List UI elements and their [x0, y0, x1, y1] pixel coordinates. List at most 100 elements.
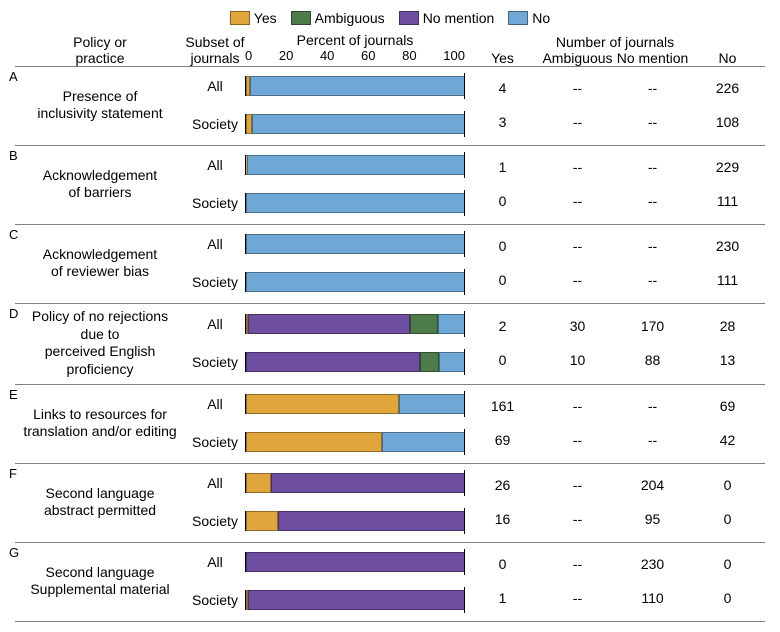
bar-segment-yes [246, 394, 399, 414]
numbers-row: 16--950 [465, 511, 765, 527]
section-A: APresence ofinclusivity statementAllSoci… [15, 66, 765, 145]
number-cell-no_mention: 88 [615, 352, 690, 368]
numbers-col-header: No mention [615, 50, 690, 66]
policy-label: Links to resources fortranslation and/or… [15, 406, 185, 441]
number-cell-ambiguous: -- [540, 159, 615, 175]
numbers-row: 4----226 [465, 80, 765, 96]
data-row: All [185, 309, 465, 339]
policy-label: Presence ofinclusivity statement [15, 88, 185, 123]
numbers-row: 3----108 [465, 114, 765, 130]
number-cell-yes: 0 [465, 193, 540, 209]
number-cell-no_mention: -- [615, 80, 690, 96]
legend-label-no: No [532, 10, 550, 26]
bar-segment-no [250, 76, 465, 96]
header-policy: Policy orpractice [15, 34, 185, 66]
legend-item-yes: Yes [230, 10, 277, 26]
legend-item-no_mention: No mention [399, 10, 495, 26]
number-cell-no_mention: -- [615, 114, 690, 130]
stacked-bar [245, 193, 465, 213]
number-cell-no_mention: -- [615, 272, 690, 288]
section-letter: E [9, 387, 18, 402]
number-cell-no: 111 [690, 272, 765, 288]
number-cell-no_mention: -- [615, 432, 690, 448]
bar-segment-no [246, 234, 465, 254]
header-chart: Percent of journals 020406080100 [245, 32, 465, 66]
number-cell-no: 42 [690, 432, 765, 448]
number-cell-no: 229 [690, 159, 765, 175]
data-row: All [185, 389, 465, 419]
number-cell-ambiguous: -- [540, 114, 615, 130]
bar-segment-no_mention [271, 473, 465, 493]
number-cell-no_mention: 110 [615, 590, 690, 606]
number-cell-no_mention: -- [615, 398, 690, 414]
axis-tick: 100 [443, 48, 465, 63]
subset-label: All [185, 396, 245, 412]
stacked-bar [245, 552, 465, 572]
axis-tick: 0 [245, 48, 252, 63]
number-cell-yes: 0 [465, 272, 540, 288]
subset-label: Society [185, 434, 245, 450]
subset-label: All [185, 78, 245, 94]
number-cell-no: 69 [690, 398, 765, 414]
number-cell-yes: 16 [465, 511, 540, 527]
bar-segment-no [246, 193, 465, 213]
number-cell-ambiguous: -- [540, 432, 615, 448]
numbers-row: 0----230 [465, 238, 765, 254]
numbers-row: 1--1100 [465, 590, 765, 606]
data-row: All [185, 71, 465, 101]
policy-label: Second languageSupplemental material [15, 564, 185, 599]
bar-segment-no [252, 114, 465, 134]
data-row: Society [185, 188, 465, 218]
number-cell-ambiguous: -- [540, 590, 615, 606]
subset-label: All [185, 554, 245, 570]
number-cell-no: 0 [690, 556, 765, 572]
stacked-bar [245, 114, 465, 134]
number-cell-no: 226 [690, 80, 765, 96]
data-row: Society [185, 427, 465, 457]
bar-segment-no_mention [246, 352, 420, 372]
bar-segment-no_mention [248, 314, 410, 334]
data-row: All [185, 468, 465, 498]
stacked-bar [245, 473, 465, 493]
numbers-row: 0----111 [465, 272, 765, 288]
numbers-row: 0108813 [465, 352, 765, 368]
axis-tick: 60 [361, 48, 375, 63]
chart-axis-ticks: 020406080100 [245, 48, 465, 63]
stacked-bar [245, 590, 465, 610]
number-cell-ambiguous: -- [540, 511, 615, 527]
legend-swatch-no_mention [399, 11, 419, 25]
policy-label: Acknowledgementof barriers [15, 167, 185, 202]
numbers-col-header: Yes [465, 50, 540, 66]
subset-label: Society [185, 116, 245, 132]
number-cell-yes: 3 [465, 114, 540, 130]
subset-label: Society [185, 592, 245, 608]
numbers-col-header: Ambiguous [540, 50, 615, 66]
stacked-bar [245, 314, 465, 334]
number-cell-no: 28 [690, 318, 765, 334]
bar-segment-no [246, 272, 465, 292]
bar-segment-no [438, 314, 465, 334]
subset-label: All [185, 316, 245, 332]
subset-label: Society [185, 513, 245, 529]
legend-label-ambiguous: Ambiguous [315, 10, 385, 26]
number-cell-no: 230 [690, 238, 765, 254]
data-row: All [185, 229, 465, 259]
numbers-row: 1----229 [465, 159, 765, 175]
bar-segment-no_mention [246, 552, 465, 572]
number-cell-yes: 0 [465, 238, 540, 254]
legend-item-no: No [508, 10, 550, 26]
number-cell-yes: 26 [465, 477, 540, 493]
subset-label: Society [185, 195, 245, 211]
bar-segment-no_mention [248, 590, 465, 610]
numbers-row: 0----111 [465, 193, 765, 209]
number-cell-yes: 69 [465, 432, 540, 448]
number-cell-no_mention: 170 [615, 318, 690, 334]
stacked-bar [245, 511, 465, 531]
number-cell-no: 13 [690, 352, 765, 368]
policy-label: Policy of no rejections due toperceived … [15, 308, 185, 378]
subset-label: Society [185, 354, 245, 370]
subset-label: All [185, 236, 245, 252]
bar-segment-no [439, 352, 465, 372]
numbers-row: 161----69 [465, 398, 765, 414]
data-row: Society [185, 109, 465, 139]
